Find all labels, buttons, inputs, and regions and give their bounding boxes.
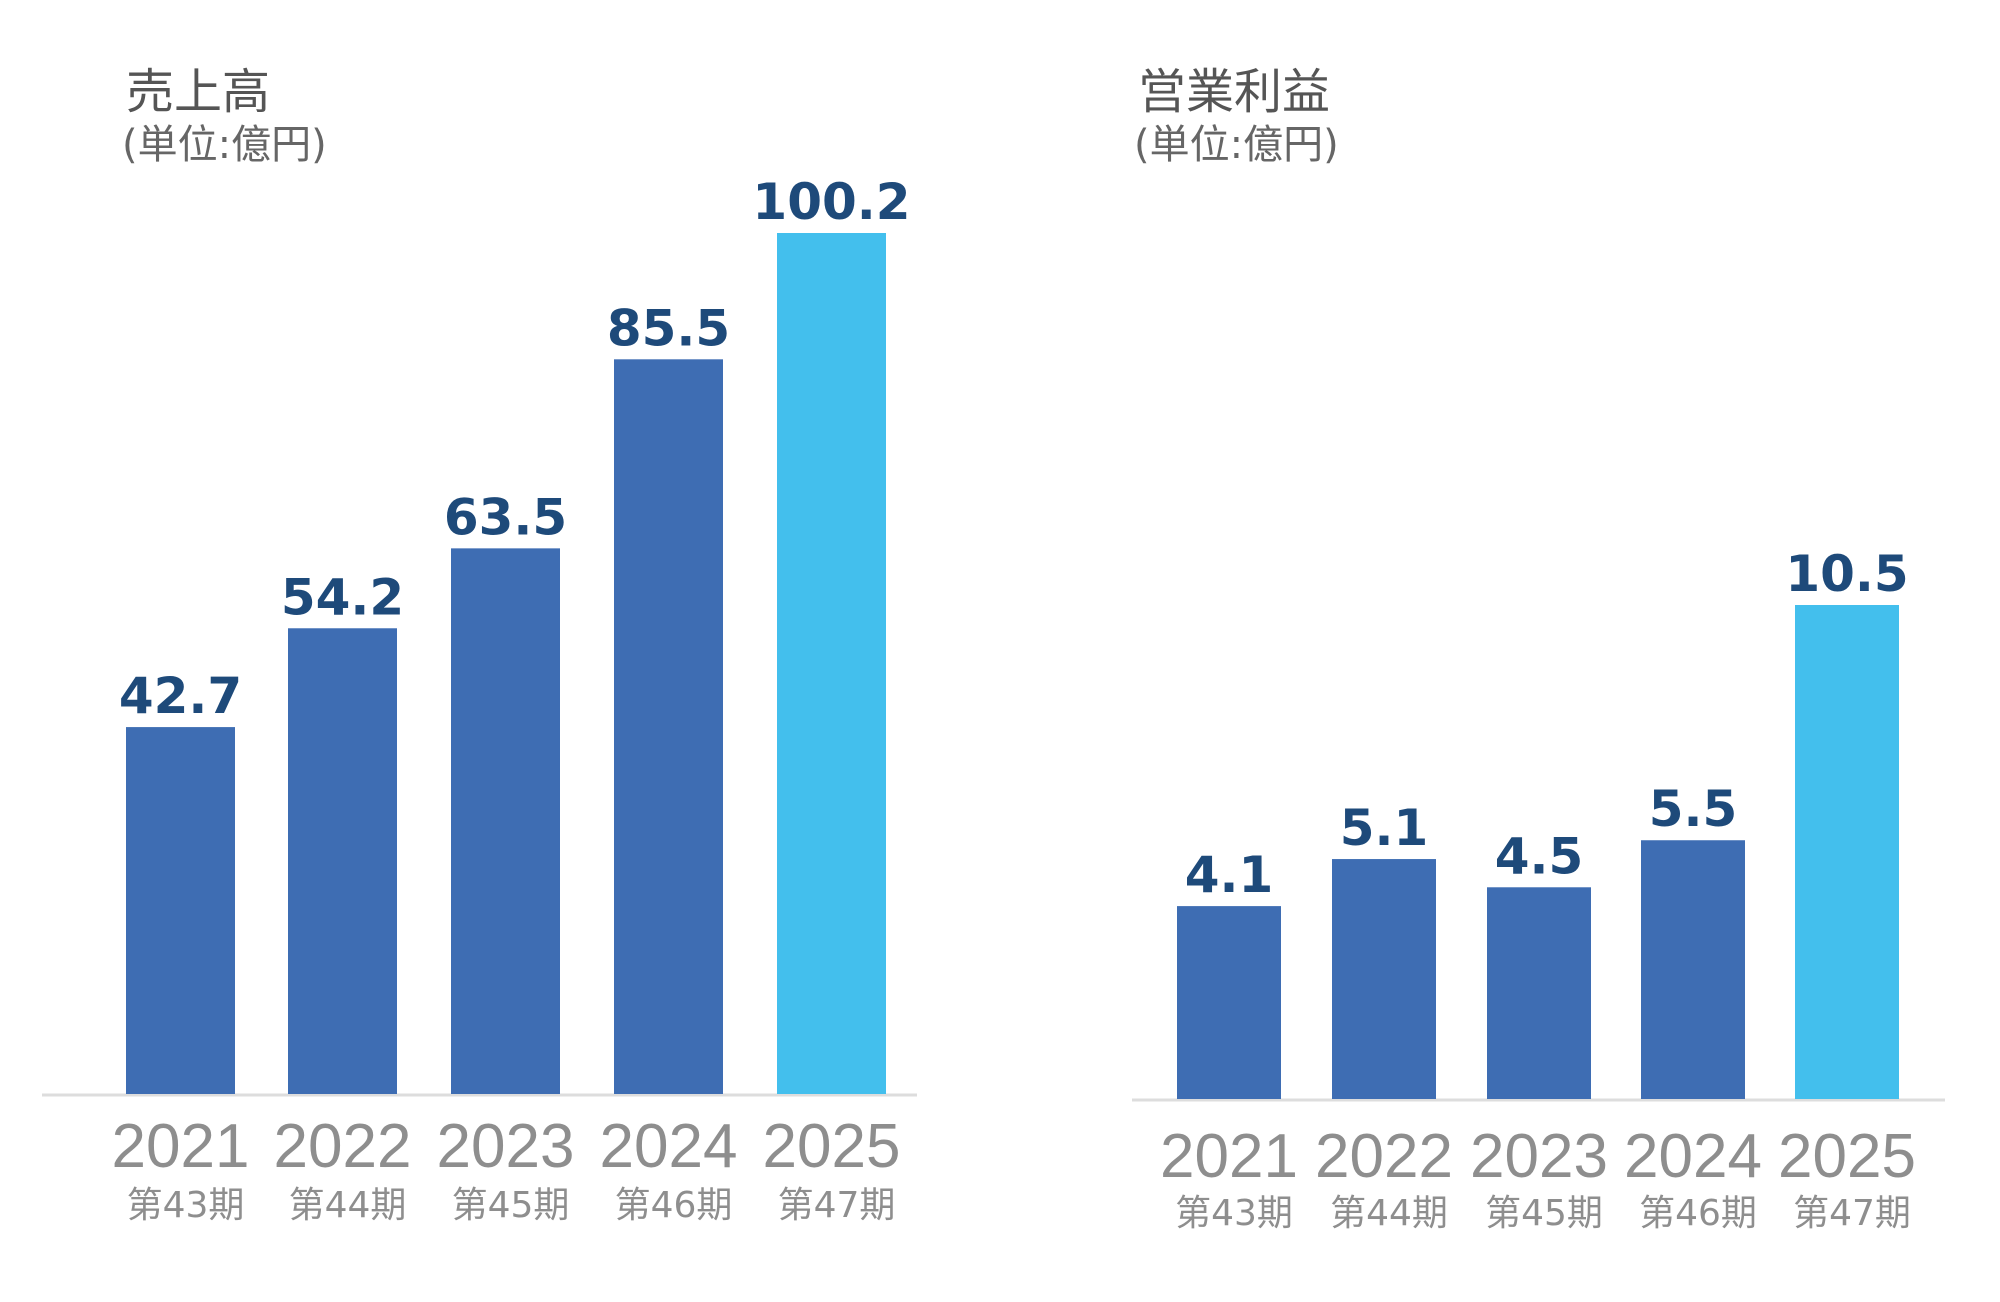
- sales-chart-title: 売上高: [126, 64, 271, 120]
- profit-bar-2021: [1177, 906, 1281, 1099]
- sales-year-label-2021: 2021: [112, 1112, 250, 1181]
- profit-period-label-2023: 第45期: [1485, 1193, 1603, 1234]
- profit-year-label-2021: 2021: [1160, 1122, 1298, 1191]
- profit-value-label-2022: 5.1: [1340, 799, 1429, 857]
- sales-bar-2022: [288, 628, 397, 1094]
- profit-chart-unit: (単位:億円): [1134, 122, 1339, 168]
- profit-chart-title: 営業利益: [1138, 64, 1331, 120]
- profit-period-label-2025: 第47期: [1793, 1193, 1911, 1234]
- sales-period-label-2021: 第43期: [127, 1185, 245, 1226]
- sales-year-label-2022: 2022: [274, 1112, 412, 1181]
- profit-value-label-2023: 4.5: [1495, 827, 1584, 885]
- profit-bar-2025: [1795, 605, 1899, 1099]
- sales-bar-2024: [614, 359, 723, 1095]
- sales-bar-2025: [777, 233, 886, 1094]
- sales-value-label-2022: 54.2: [281, 568, 404, 626]
- sales-value-label-2024: 85.5: [607, 299, 730, 357]
- profit-year-label-2022: 2022: [1315, 1122, 1453, 1191]
- profit-bar-2024: [1641, 840, 1745, 1099]
- profit-year-label-2025: 2025: [1778, 1122, 1916, 1191]
- sales-value-label-2023: 63.5: [444, 488, 567, 546]
- sales-period-label-2022: 第44期: [289, 1185, 407, 1226]
- sales-value-label-2021: 42.7: [119, 667, 242, 725]
- sales-period-label-2024: 第46期: [615, 1185, 733, 1226]
- sales-value-label-2025: 100.2: [752, 173, 910, 231]
- sales-chart-unit: (単位:億円): [122, 122, 327, 168]
- profit-year-label-2023: 2023: [1470, 1122, 1608, 1191]
- sales-year-label-2024: 2024: [600, 1112, 738, 1181]
- profit-period-label-2024: 第46期: [1639, 1193, 1757, 1234]
- profit-value-label-2021: 4.1: [1185, 846, 1274, 904]
- sales-bar-2021: [126, 727, 235, 1094]
- sales-year-label-2025: 2025: [763, 1112, 901, 1181]
- profit-period-label-2021: 第43期: [1175, 1193, 1293, 1234]
- profit-period-label-2022: 第44期: [1330, 1193, 1448, 1234]
- sales-period-label-2023: 第45期: [452, 1185, 570, 1226]
- profit-bar-2023: [1487, 887, 1591, 1099]
- profit-bar-2022: [1332, 859, 1436, 1099]
- sales-period-label-2025: 第47期: [778, 1185, 896, 1226]
- profit-value-label-2025: 10.5: [1785, 545, 1908, 603]
- profit-year-label-2024: 2024: [1624, 1122, 1762, 1191]
- profit-value-label-2024: 5.5: [1649, 780, 1738, 838]
- sales-year-label-2023: 2023: [437, 1112, 575, 1181]
- sales-bar-2023: [451, 548, 560, 1094]
